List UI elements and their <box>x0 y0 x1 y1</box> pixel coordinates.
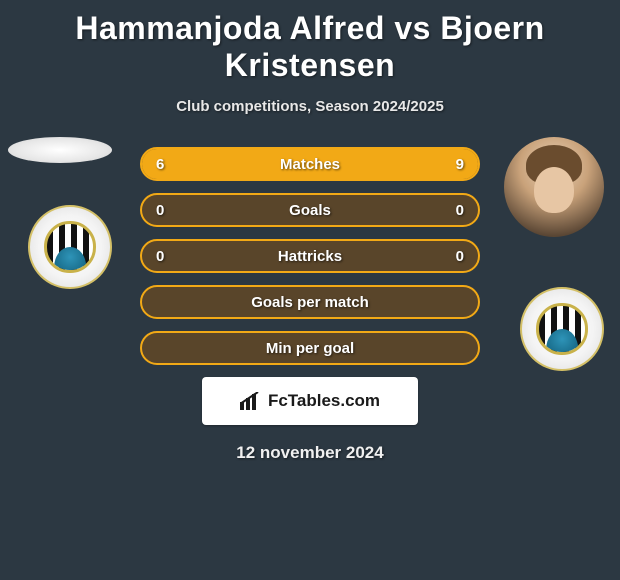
player-right-club-badge <box>520 287 604 371</box>
page-title: Hammanjoda Alfred vs Bjoern Kristensen <box>0 0 620 84</box>
site-badge[interactable]: FcTables.com <box>202 377 418 425</box>
site-label: FcTables.com <box>268 391 380 411</box>
stat-bars: 69Matches 00Goals 00Hattricks Goals per mat… <box>140 147 480 365</box>
stat-label: Goals per match <box>142 287 478 317</box>
stat-bar: 00Hattricks <box>140 239 480 273</box>
stat-bar: Min per goal <box>140 331 480 365</box>
stat-bar: 69Matches <box>140 147 480 181</box>
comparison-panel: 69Matches 00Goals 00Hattricks Goals per mat… <box>0 147 620 463</box>
stat-bar: Goals per match <box>140 285 480 319</box>
stat-label: Goals <box>142 195 478 225</box>
subtitle: Club competitions, Season 2024/2025 <box>0 98 620 115</box>
player-left-club-badge <box>28 205 112 289</box>
player-left-avatar <box>8 137 112 163</box>
stat-label: Min per goal <box>142 333 478 363</box>
player-right-avatar <box>504 137 604 237</box>
date-label: 12 november 2024 <box>0 443 620 463</box>
stat-label: Hattricks <box>142 241 478 271</box>
bar-chart-icon <box>240 392 262 410</box>
stat-bar: 00Goals <box>140 193 480 227</box>
stat-label: Matches <box>142 149 478 179</box>
